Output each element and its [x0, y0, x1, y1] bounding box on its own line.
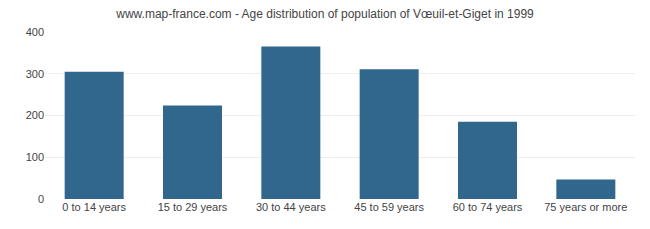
- svg-text:200: 200: [26, 109, 44, 121]
- svg-text:15 to 29 years: 15 to 29 years: [158, 201, 228, 213]
- svg-text:60 to 74 years: 60 to 74 years: [453, 201, 523, 213]
- svg-text:www.map-france.com - Age distr: www.map-france.com - Age distribution of…: [115, 7, 534, 21]
- svg-text:400: 400: [26, 26, 44, 38]
- svg-text:100: 100: [26, 151, 44, 163]
- svg-text:300: 300: [26, 68, 44, 80]
- svg-text:0: 0: [38, 193, 44, 205]
- svg-text:45 to 59 years: 45 to 59 years: [354, 201, 424, 213]
- svg-text:30 to 44 years: 30 to 44 years: [256, 201, 326, 213]
- svg-text:0 to 14 years: 0 to 14 years: [62, 201, 126, 213]
- svg-text:75 years or more: 75 years or more: [544, 201, 627, 213]
